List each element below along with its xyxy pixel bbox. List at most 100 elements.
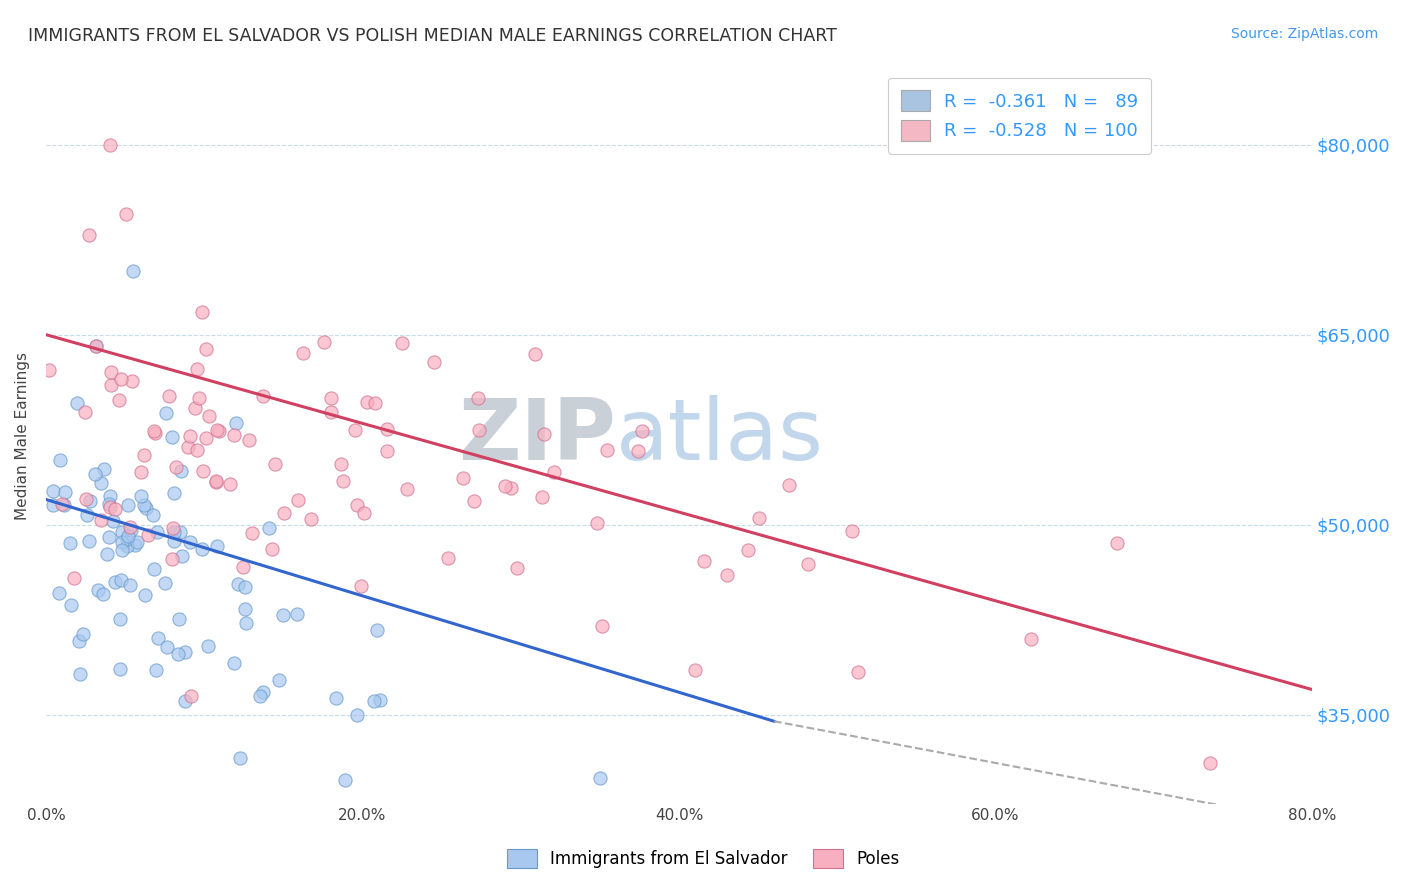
- Point: [238, 433, 260, 447]
- Point: [260, 542, 283, 557]
- Point: [235, 615, 257, 630]
- Point: [66, 396, 89, 410]
- Point: [1105, 536, 1128, 550]
- Point: [292, 346, 315, 360]
- Point: [134, 588, 156, 602]
- Point: [737, 543, 759, 558]
- Point: [108, 392, 131, 407]
- Point: [117, 529, 139, 543]
- Point: [76, 508, 98, 523]
- Point: [353, 506, 375, 520]
- Point: [170, 464, 193, 478]
- Point: [423, 355, 446, 369]
- Point: [77, 534, 100, 549]
- Point: [222, 656, 245, 670]
- Point: [375, 422, 398, 436]
- Point: [167, 647, 190, 661]
- Point: [110, 574, 132, 588]
- Point: [177, 440, 200, 454]
- Point: [312, 334, 335, 349]
- Point: [530, 490, 553, 504]
- Point: [165, 459, 187, 474]
- Point: [90, 475, 112, 490]
- Point: [368, 693, 391, 707]
- Point: [242, 526, 264, 541]
- Point: [591, 619, 613, 633]
- Point: [350, 579, 373, 593]
- Point: [118, 519, 141, 533]
- Point: [346, 708, 368, 723]
- Point: [129, 489, 152, 503]
- Point: [186, 442, 208, 457]
- Point: [138, 527, 160, 541]
- Point: [75, 492, 97, 507]
- Text: atlas: atlas: [616, 394, 824, 477]
- Point: [134, 498, 156, 512]
- Point: [468, 423, 491, 437]
- Point: [42, 498, 65, 512]
- Text: ZIP: ZIP: [458, 394, 616, 477]
- Point: [90, 513, 112, 527]
- Point: [153, 576, 176, 591]
- Point: [142, 508, 165, 523]
- Point: [586, 516, 609, 531]
- Point: [693, 554, 716, 568]
- Legend: Immigrants from El Salvador, Poles: Immigrants from El Salvador, Poles: [501, 842, 905, 875]
- Point: [533, 427, 555, 442]
- Point: [120, 577, 142, 591]
- Point: [98, 530, 121, 544]
- Point: [87, 583, 110, 598]
- Point: [191, 463, 214, 477]
- Point: [205, 474, 228, 488]
- Point: [180, 689, 202, 703]
- Point: [110, 371, 132, 385]
- Point: [356, 395, 378, 409]
- Legend: R =  -0.361   N =   89, R =  -0.528   N = 100: R = -0.361 N = 89, R = -0.528 N = 100: [889, 78, 1152, 153]
- Point: [232, 560, 254, 574]
- Point: [325, 691, 347, 706]
- Point: [263, 457, 285, 471]
- Point: [222, 428, 245, 442]
- Point: [208, 425, 231, 439]
- Point: [93, 462, 115, 476]
- Point: [97, 498, 120, 512]
- Point: [163, 524, 186, 539]
- Point: [683, 664, 706, 678]
- Point: [186, 362, 208, 376]
- Point: [197, 640, 219, 654]
- Point: [124, 538, 146, 552]
- Point: [524, 347, 547, 361]
- Point: [1019, 632, 1042, 646]
- Point: [333, 772, 356, 787]
- Point: [233, 602, 256, 616]
- Point: [596, 442, 619, 457]
- Point: [194, 431, 217, 445]
- Point: [42, 484, 65, 499]
- Point: [91, 587, 114, 601]
- Point: [205, 539, 228, 553]
- Y-axis label: Median Male Earnings: Median Male Earnings: [15, 352, 30, 520]
- Point: [170, 549, 193, 563]
- Point: [219, 477, 242, 491]
- Point: [100, 366, 122, 380]
- Point: [396, 482, 419, 496]
- Point: [125, 535, 148, 549]
- Point: [63, 570, 86, 584]
- Point: [179, 535, 201, 549]
- Point: [631, 425, 654, 439]
- Point: [143, 424, 166, 438]
- Point: [329, 457, 352, 471]
- Point: [162, 521, 184, 535]
- Point: [115, 532, 138, 546]
- Point: [98, 500, 121, 514]
- Point: [108, 612, 131, 626]
- Point: [69, 666, 91, 681]
- Point: [143, 562, 166, 576]
- Point: [111, 535, 134, 549]
- Point: [167, 612, 190, 626]
- Point: [225, 416, 247, 430]
- Point: [77, 227, 100, 242]
- Point: [391, 335, 413, 350]
- Point: [59, 598, 82, 612]
- Point: [267, 673, 290, 688]
